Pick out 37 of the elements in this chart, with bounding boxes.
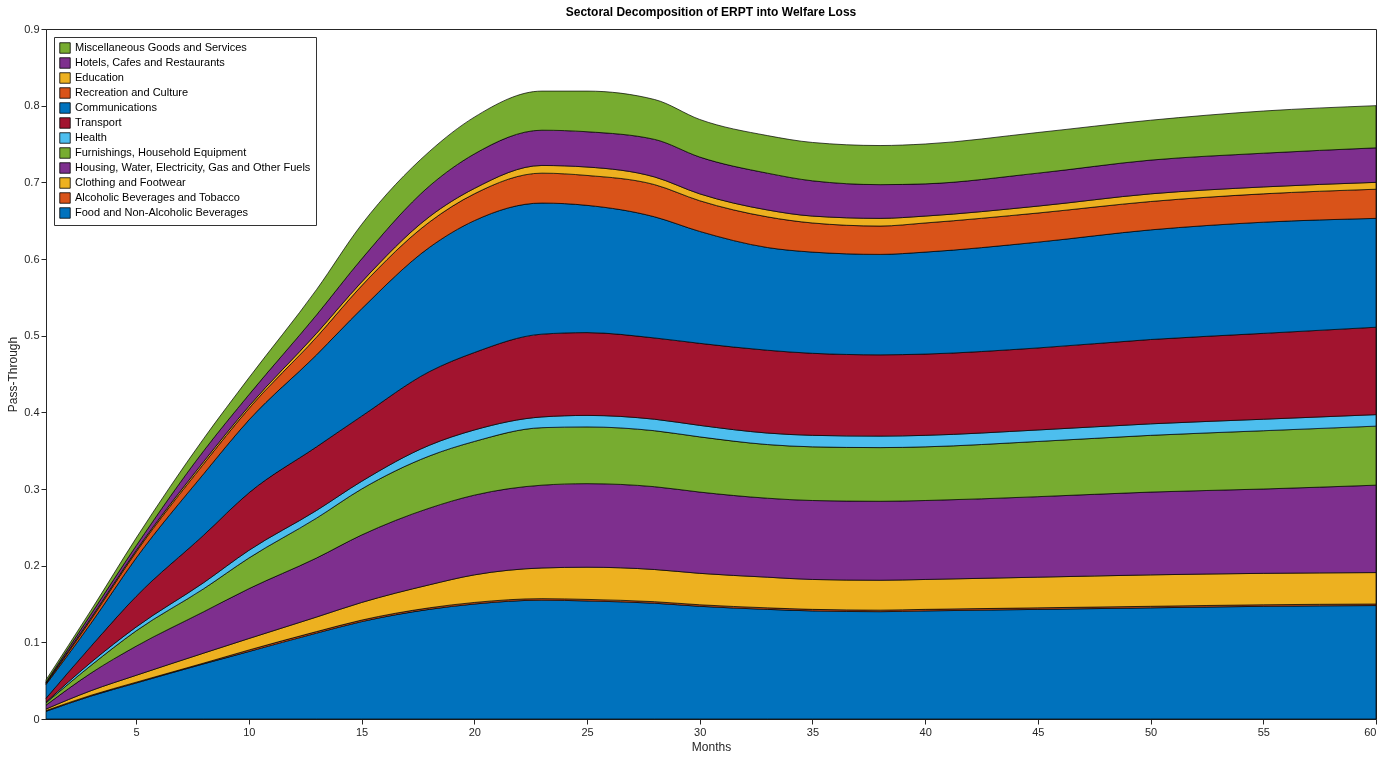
x-tick-label: 50 (1144, 725, 1158, 738)
x-tick-label: 25 (581, 725, 594, 738)
y-tick-label: 0.6 (24, 252, 40, 265)
x-tick-label: 10 (243, 725, 256, 738)
y-tick-label: 0.1 (24, 635, 40, 648)
x-axis-title: Months (691, 739, 732, 754)
x-tick-label: 20 (468, 725, 481, 738)
x-tick-label: 45 (1032, 725, 1045, 738)
legend-label: Education (75, 71, 124, 83)
y-tick-label: 0.2 (24, 559, 40, 572)
legend-label: Furnishings, Household Equipment (75, 146, 247, 158)
legend-label: Communications (75, 101, 158, 113)
y-axis-title: Pass-Through (6, 336, 21, 413)
x-tick-label: 40 (919, 725, 932, 738)
legend-label: Health (75, 131, 107, 143)
y-tick-label: 0.7 (24, 175, 40, 188)
x-tick-label: 30 (694, 725, 707, 738)
legend-label: Recreation and Culture (75, 86, 189, 98)
legend-label: Miscellaneous Goods and Services (75, 41, 248, 53)
y-tick-label: 0 (33, 712, 40, 725)
x-tick-label: 5 (133, 725, 140, 738)
legend-label: Clothing and Footwear (75, 176, 187, 188)
legend-label: Housing, Water, Electricity, Gas and Other Fuels (75, 161, 311, 173)
y-tick-label: 0.8 (24, 99, 40, 112)
chart-title: Sectoral Decomposition of ERPT into Welfare Loss (565, 5, 857, 19)
y-tick-label: 0.9 (24, 22, 40, 35)
x-tick-label: 60 (1364, 725, 1377, 738)
x-tick-label: 35 (806, 725, 820, 738)
legend-label: Hotels, Cafes and Restaurants (75, 56, 226, 68)
y-tick-label: 0.3 (24, 482, 40, 495)
y-tick-label: 0.5 (24, 329, 40, 342)
y-tick-label: 0.4 (24, 405, 40, 418)
legend-label: Food and Non-Alcoholic Beverages (75, 206, 249, 218)
legend-label: Alcoholic Beverages and Tobacco (75, 191, 240, 203)
legend-label: Transport (75, 116, 122, 128)
x-tick-label: 55 (1257, 725, 1270, 738)
x-tick-label: 15 (355, 725, 369, 738)
